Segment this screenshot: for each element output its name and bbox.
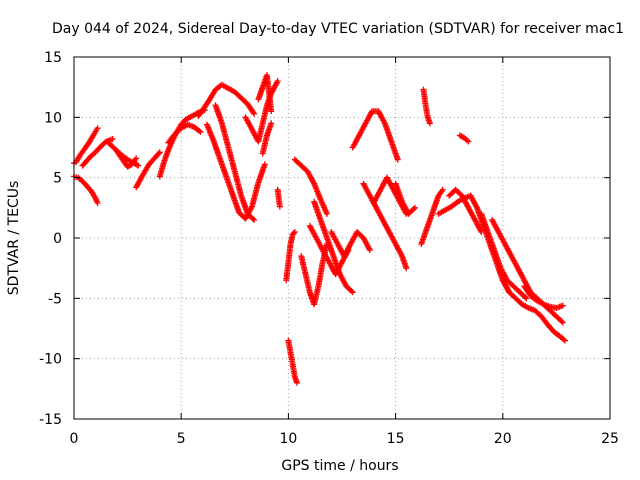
data-point [559,319,566,326]
y-tick-label: -15 [39,412,62,428]
data-point [561,337,568,344]
y-tick-label: -5 [48,291,62,307]
data-point [197,128,204,135]
x-tick-label: 10 [279,431,297,447]
data-point [155,150,162,157]
x-tick-label: 25 [601,431,619,447]
data-point [522,294,529,301]
y-tick-label: -10 [39,352,62,368]
plot-frame [73,56,611,420]
x-tick-label: 20 [494,431,512,447]
y-tick-label: 10 [44,110,62,126]
data-point [268,108,275,115]
data-point [439,186,446,193]
data-point [523,295,530,302]
data-point [261,161,268,168]
y-tick-label: 5 [53,171,62,187]
grid-lines [74,57,610,419]
y-tick-label: 0 [53,231,62,247]
data-point [276,203,283,210]
data-point [251,110,258,117]
data-point [366,247,373,254]
data-point [274,78,281,85]
data-point [323,210,330,217]
data-point [249,215,256,222]
data-point [558,318,565,325]
data-point [251,216,258,223]
data-point [410,206,417,213]
y-tick-label: 15 [44,50,62,66]
data-point [94,200,101,207]
data-point [349,289,356,296]
data-point [290,230,297,237]
x-tick-label: 0 [70,431,79,447]
data-point [394,156,401,163]
data-point [133,155,140,162]
x-axis-label: GPS time / hours [281,458,398,474]
y-axis-label: SDTVAR / TECUs [6,181,22,296]
data-point [559,302,566,309]
data-point [94,125,101,132]
data-point [293,379,300,386]
chart-title: Day 044 of 2024, Sidereal Day-to-day VTE… [52,21,624,37]
data-point [291,228,298,235]
x-tick-label: 5 [177,431,186,447]
data-point [109,136,116,143]
data-point [348,288,355,295]
data-point [156,149,163,156]
data-point [403,265,410,272]
data-point [135,162,142,169]
data-point [426,120,433,127]
data-point [196,127,203,134]
data-point [465,138,472,145]
data-point [268,120,275,127]
data-point [411,204,418,211]
data-points [71,72,568,386]
x-tick-label: 15 [387,431,405,447]
